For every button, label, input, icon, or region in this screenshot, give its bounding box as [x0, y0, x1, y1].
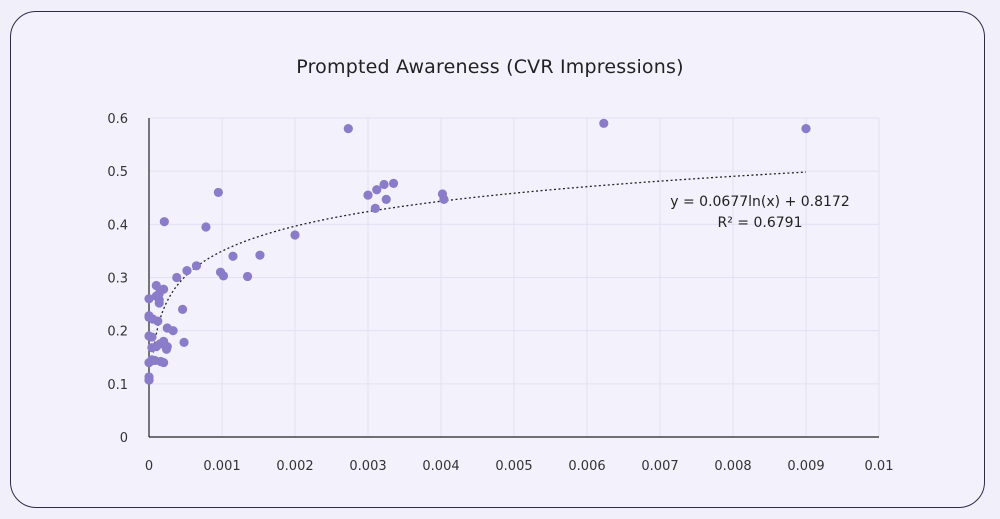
- chart-title: Prompted Awareness (CVR Impressions): [296, 56, 684, 78]
- scatter-point: [439, 194, 449, 204]
- scatter-point: [218, 271, 229, 281]
- y-tick-label: 0.3: [107, 272, 128, 287]
- x-tick-label: 0.008: [714, 459, 751, 474]
- scatter-point: [372, 185, 382, 195]
- scatter-point: [381, 194, 391, 204]
- scatter-point: [144, 294, 154, 304]
- x-tick-label: 0.002: [276, 459, 313, 474]
- x-tick-label: 0.001: [203, 459, 240, 474]
- scatter-point: [363, 190, 373, 200]
- scatter-point: [172, 272, 182, 283]
- trendline-equation: y = 0.0677ln(x) + 0.8172: [670, 194, 850, 210]
- scatter-point: [191, 261, 202, 271]
- scatter-point: [168, 326, 178, 336]
- x-tick-label: 0.005: [495, 459, 532, 474]
- scatter-point: [177, 304, 188, 314]
- scatter-point: [159, 284, 169, 294]
- data-points: [144, 118, 811, 385]
- scatter-point: [159, 217, 169, 227]
- scatter-point: [801, 124, 811, 134]
- scatter-point: [162, 342, 172, 352]
- scatter-point: [290, 230, 300, 240]
- trendline-layer: [152, 171, 807, 353]
- y-tick-label: 0.1: [107, 378, 128, 393]
- x-tick-label: 0.006: [568, 459, 605, 474]
- trendline: [152, 171, 807, 353]
- scatter-point: [147, 332, 157, 342]
- scatter-point: [599, 118, 609, 128]
- trendline-annotation: y = 0.0677ln(x) + 0.8172 R² = 0.6791: [670, 194, 850, 231]
- chart-card: [10, 11, 985, 508]
- scatter-point: [370, 203, 380, 213]
- scatter-point: [213, 187, 223, 198]
- scatter-point: [343, 124, 353, 134]
- trendline-r2: R² = 0.6791: [718, 215, 803, 231]
- y-tick-label: 0.5: [107, 165, 128, 180]
- y-tick-label: 0.2: [107, 325, 128, 340]
- y-tick-label: 0.6: [107, 112, 128, 127]
- scatter-point: [228, 251, 238, 261]
- x-tick-label: 0.01: [865, 459, 894, 474]
- tick-labels: 0 0.001 0.002 0.003 0.004 0.005 0.006 0.007 0.00…: [107, 112, 893, 474]
- y-tick-label: 0.4: [107, 218, 128, 233]
- scatter-point: [144, 372, 154, 382]
- y-tick-label: 0: [120, 431, 128, 446]
- scatter-point: [388, 178, 399, 188]
- x-tick-label: 0.004: [422, 459, 459, 474]
- scatter-point: [179, 337, 189, 347]
- scatter-point: [159, 357, 169, 368]
- scatter-point: [379, 179, 389, 190]
- grid: [149, 117, 880, 437]
- scatter-point: [151, 280, 161, 291]
- x-tick-label: 0: [145, 459, 153, 474]
- x-tick-label: 0.009: [787, 459, 824, 474]
- scatter-point: [153, 316, 163, 326]
- scatter-point: [182, 265, 192, 276]
- scatter-point: [154, 295, 164, 305]
- x-tick-label: 0.003: [349, 459, 386, 474]
- scatter-point: [242, 271, 253, 282]
- scatter-point: [255, 250, 265, 260]
- scatter-point: [201, 222, 211, 232]
- x-tick-label: 0.007: [641, 459, 678, 474]
